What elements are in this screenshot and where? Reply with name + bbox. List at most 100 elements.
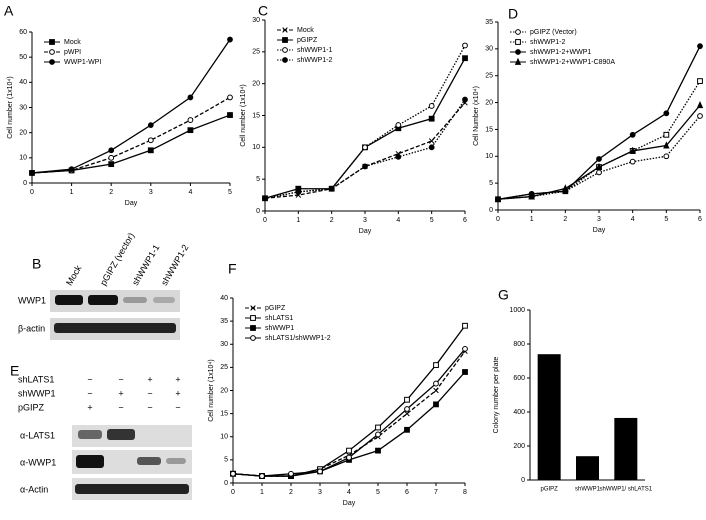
point bbox=[404, 406, 410, 412]
point bbox=[428, 144, 435, 151]
condition-sign: − bbox=[118, 374, 123, 384]
point bbox=[346, 447, 352, 454]
point bbox=[515, 39, 521, 45]
point bbox=[108, 147, 115, 154]
panel-letter: E bbox=[10, 363, 19, 379]
y-tick-label: 600 bbox=[513, 375, 525, 382]
point bbox=[187, 127, 194, 134]
x-tick-label: 1 bbox=[530, 216, 534, 223]
bar bbox=[537, 354, 561, 480]
point bbox=[428, 115, 435, 122]
x-tick-label: 1 bbox=[296, 217, 300, 224]
point bbox=[462, 42, 468, 49]
x-tick-label: 0 bbox=[30, 189, 34, 196]
x-tick-label: 0 bbox=[263, 217, 267, 224]
series-line bbox=[31, 114, 231, 174]
y-tick-label: 0 bbox=[489, 207, 493, 214]
y-axis-label: Cell number (1x10⁴) bbox=[208, 359, 215, 422]
point bbox=[362, 144, 368, 151]
y-tick-label: 5 bbox=[224, 457, 228, 464]
y-tick-label: 0 bbox=[23, 180, 27, 187]
y-tick-label: 50 bbox=[19, 54, 27, 61]
legend-label: pGIPZ bbox=[265, 305, 286, 312]
condition-sign: − bbox=[175, 402, 180, 412]
lane-label: Mock bbox=[64, 263, 84, 287]
y-tick-label: 15 bbox=[252, 112, 260, 119]
condition-sign: + bbox=[118, 388, 123, 398]
point bbox=[328, 185, 335, 192]
lane-label: shWWP1-1 bbox=[130, 243, 161, 287]
condition-sign: + bbox=[175, 374, 180, 384]
x-tick-label: 4 bbox=[347, 489, 351, 496]
row-label: α-Actin bbox=[20, 484, 48, 494]
y-tick-label: 30 bbox=[485, 46, 493, 53]
point bbox=[494, 195, 502, 203]
point bbox=[295, 189, 302, 195]
point bbox=[629, 131, 636, 138]
point bbox=[433, 387, 439, 394]
condition-sign: − bbox=[147, 388, 152, 398]
x-tick-label: 3 bbox=[149, 189, 153, 196]
point bbox=[395, 153, 402, 160]
y-axis-label: Cell number (1x10⁴) bbox=[240, 84, 247, 147]
x-tick-label: 6 bbox=[698, 216, 702, 223]
y-tick-label: 0 bbox=[224, 480, 228, 487]
legend-label: shWWP1-1 bbox=[297, 47, 333, 54]
x-axis-label: Day bbox=[359, 228, 372, 235]
row-label: α-LATS1 bbox=[20, 430, 55, 440]
x-axis-label: Day bbox=[125, 200, 138, 207]
point bbox=[108, 154, 115, 161]
point bbox=[514, 57, 522, 65]
point bbox=[404, 396, 410, 403]
point bbox=[288, 470, 294, 477]
legend-label: pGIPZ bbox=[297, 37, 318, 44]
panel-letter: B bbox=[32, 256, 41, 272]
point bbox=[147, 147, 154, 154]
y-tick-label: 30 bbox=[252, 17, 260, 24]
x-tick-label: shWWP1/ shLATS1 bbox=[600, 487, 653, 493]
y-tick-label: 35 bbox=[485, 19, 493, 26]
point bbox=[404, 410, 410, 417]
x-tick-label: 3 bbox=[363, 217, 367, 224]
point bbox=[697, 113, 703, 119]
point bbox=[375, 424, 381, 431]
panel-letter: F bbox=[228, 261, 237, 277]
point bbox=[595, 162, 603, 170]
series-line bbox=[264, 102, 466, 199]
condition-sign: − bbox=[87, 388, 92, 398]
point bbox=[663, 131, 670, 138]
point bbox=[68, 166, 75, 173]
y-tick-label: 20 bbox=[220, 387, 228, 394]
y-tick-label: 400 bbox=[513, 409, 525, 416]
point bbox=[29, 170, 35, 176]
point bbox=[462, 322, 468, 329]
point bbox=[49, 59, 55, 65]
x-tick-label: 3 bbox=[318, 489, 322, 496]
x-tick-label: 1 bbox=[70, 189, 74, 196]
x-tick-label: 3 bbox=[597, 216, 601, 223]
y-tick-label: 10 bbox=[19, 155, 27, 162]
y-tick-label: 25 bbox=[252, 49, 260, 56]
y-axis-label: Colony number per plate bbox=[493, 357, 500, 434]
point bbox=[227, 36, 233, 43]
point bbox=[462, 96, 468, 103]
point bbox=[362, 163, 368, 170]
lane-label: shWWP1-2 bbox=[159, 243, 190, 287]
panel-letter: A bbox=[4, 3, 14, 19]
x-tick-label: 5 bbox=[228, 189, 232, 196]
series-line bbox=[497, 45, 701, 200]
point bbox=[250, 305, 256, 311]
point bbox=[515, 29, 521, 35]
point bbox=[317, 468, 323, 475]
y-tick-label: 1000 bbox=[509, 307, 525, 314]
x-tick-label: 4 bbox=[631, 216, 635, 223]
panel-letter: D bbox=[508, 6, 518, 22]
x-tick-label: 4 bbox=[188, 189, 192, 196]
x-tick-label: 5 bbox=[376, 489, 380, 496]
point bbox=[433, 380, 439, 387]
point bbox=[187, 117, 194, 123]
x-tick-label: 2 bbox=[330, 217, 334, 224]
condition-label: shLATS1 bbox=[18, 374, 54, 384]
y-tick-label: 25 bbox=[220, 364, 228, 371]
point bbox=[663, 141, 670, 149]
